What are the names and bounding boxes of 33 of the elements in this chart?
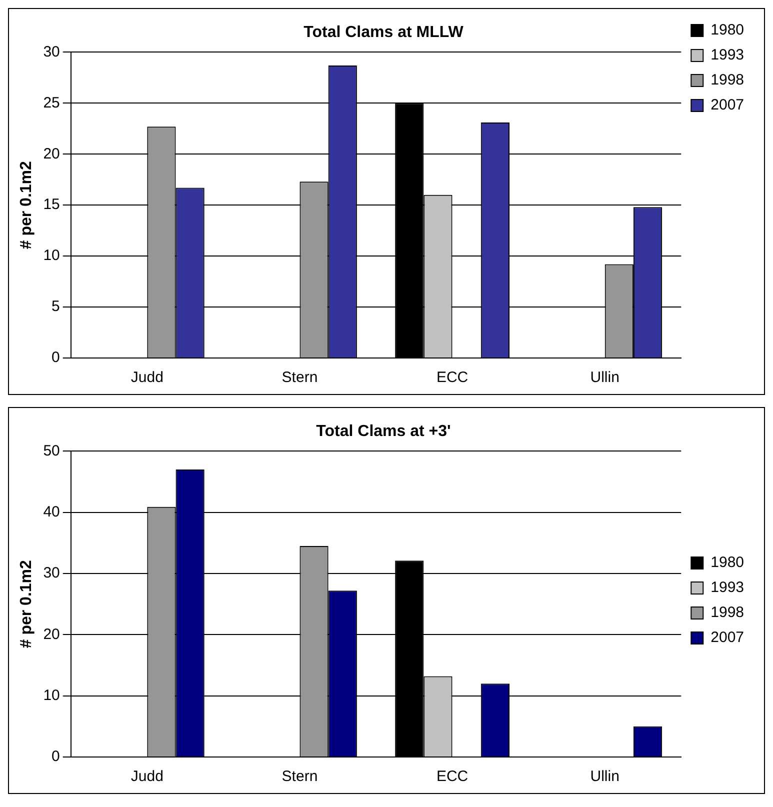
y-axis-title: # per 0.1m2 xyxy=(18,160,36,250)
y-tick-label: 15 xyxy=(43,196,60,214)
x-tick-label: Stern xyxy=(282,768,318,786)
legend-label: 1998 xyxy=(710,604,744,622)
y-tick-label: 10 xyxy=(43,686,60,704)
y-tick-label: 0 xyxy=(52,748,60,766)
legend-label: 2007 xyxy=(710,629,744,646)
x-tick-label: Ullin xyxy=(590,768,620,786)
legend-label: 1993 xyxy=(710,46,744,64)
x-tick-label: Ullin xyxy=(590,369,620,386)
x-tick-label: ECC xyxy=(436,369,468,386)
y-tick-label: 25 xyxy=(43,94,60,112)
x-tick-label: ECC xyxy=(436,768,468,786)
x-tick-label: Judd xyxy=(130,768,164,786)
y-tick-label: 30 xyxy=(43,43,60,60)
y-tick-label: 30 xyxy=(43,564,60,582)
legend-label: 1998 xyxy=(710,72,744,89)
chart-title: Total Clams at MLLW xyxy=(304,24,464,42)
y-tick-label: 10 xyxy=(43,247,60,264)
y-tick-label: 0 xyxy=(52,349,60,366)
y-tick-label: 20 xyxy=(43,145,60,162)
y-axis-title: # per 0.1m2 xyxy=(18,560,36,648)
y-tick-label: 20 xyxy=(43,626,60,643)
legend-label: 1980 xyxy=(710,554,744,572)
chart-title: Total Clams at +3' xyxy=(316,423,451,440)
legend-label: 1980 xyxy=(710,22,744,39)
x-tick-label: Stern xyxy=(282,369,318,386)
y-tick-label: 50 xyxy=(43,442,60,460)
x-tick-label: Judd xyxy=(130,369,164,386)
y-tick-label: 5 xyxy=(52,298,60,316)
legend-label: 2007 xyxy=(710,96,744,114)
legend-label: 1993 xyxy=(710,579,744,596)
y-tick-label: 40 xyxy=(43,504,60,520)
